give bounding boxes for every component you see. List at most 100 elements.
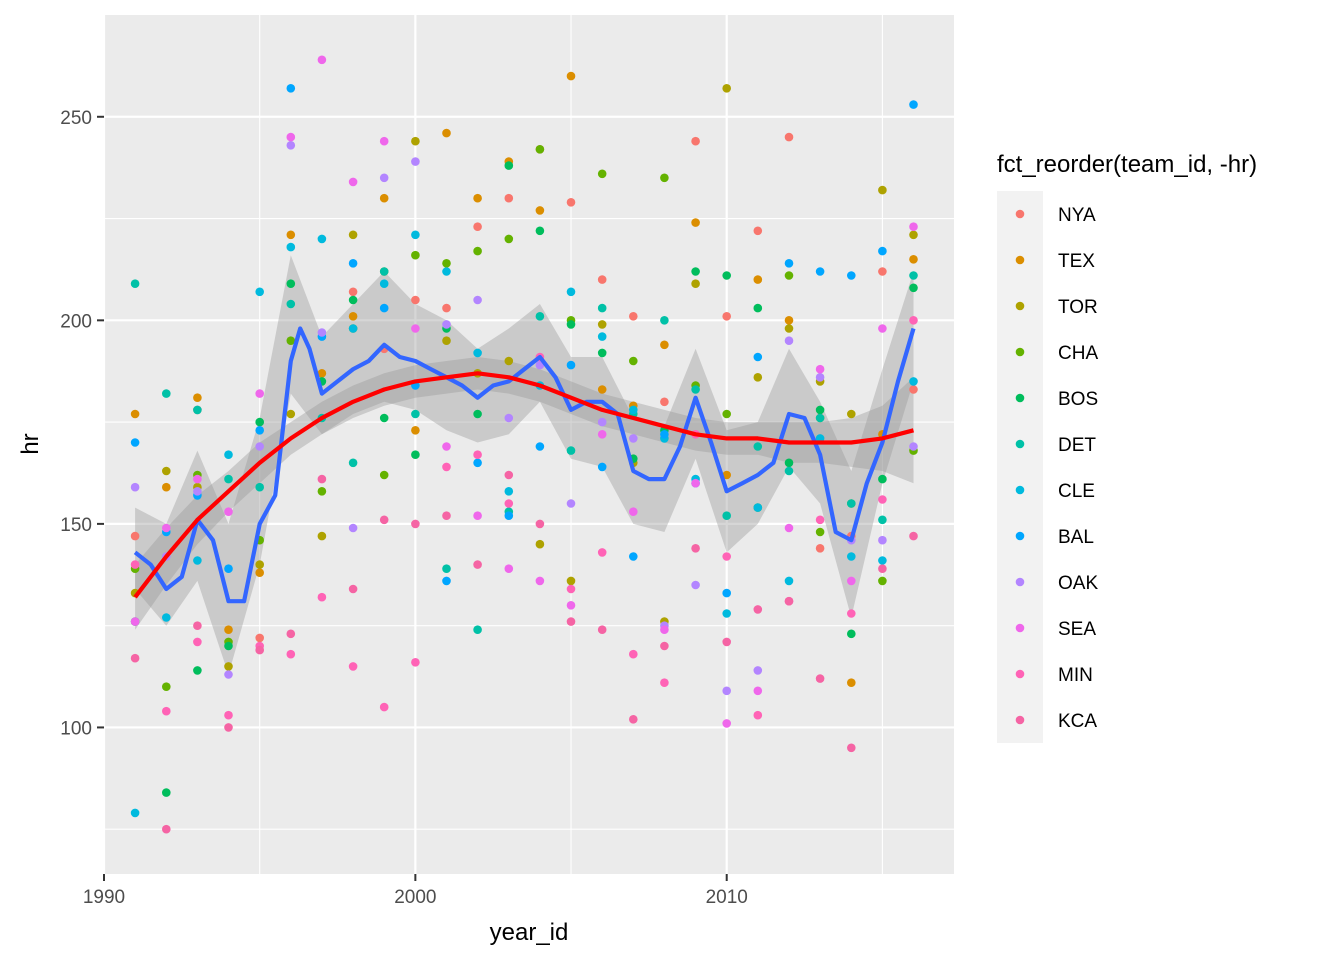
y-tick-label: 250 bbox=[60, 108, 92, 129]
point-min bbox=[411, 658, 420, 667]
point-tor bbox=[162, 466, 171, 476]
legend-label-bal: BAL bbox=[1058, 527, 1094, 548]
legend-label-cle: CLE bbox=[1058, 481, 1095, 502]
point-tor bbox=[348, 230, 358, 240]
point-min bbox=[629, 649, 638, 659]
point-oak bbox=[193, 487, 202, 496]
point-kca bbox=[255, 645, 264, 655]
point-nya bbox=[629, 312, 638, 321]
point-tex bbox=[286, 230, 296, 240]
point-bal bbox=[224, 564, 233, 573]
point-kca bbox=[411, 519, 420, 529]
point-min bbox=[130, 560, 140, 569]
x-tick-label: 1990 bbox=[83, 887, 125, 908]
point-kca bbox=[535, 519, 545, 529]
legend-label-nya: NYA bbox=[1058, 205, 1096, 226]
point-tex bbox=[379, 193, 389, 203]
point-tor bbox=[847, 409, 856, 419]
point-tex bbox=[473, 193, 482, 203]
point-nya bbox=[691, 136, 700, 146]
point-bos bbox=[722, 271, 731, 280]
legend-label-min: MIN bbox=[1058, 665, 1093, 686]
legend-label-det: DET bbox=[1058, 435, 1096, 456]
point-det bbox=[162, 389, 171, 398]
point-tex bbox=[224, 625, 233, 634]
point-det bbox=[348, 458, 358, 468]
point-kca bbox=[753, 605, 763, 614]
point-bal bbox=[442, 576, 451, 586]
legend-label-tor: TOR bbox=[1058, 297, 1098, 318]
point-bos bbox=[535, 226, 545, 236]
point-cle bbox=[348, 324, 358, 333]
point-bos bbox=[162, 788, 171, 797]
point-cle bbox=[411, 230, 420, 240]
point-bal bbox=[348, 259, 358, 268]
point-oak bbox=[411, 157, 420, 166]
point-oak bbox=[317, 328, 327, 337]
point-nya bbox=[722, 312, 731, 321]
point-kca bbox=[317, 474, 327, 484]
point-cha bbox=[442, 259, 451, 268]
point-sea bbox=[660, 625, 669, 634]
legend-swatch-det bbox=[1015, 439, 1025, 449]
loess-confidence-band bbox=[135, 255, 914, 675]
point-oak bbox=[815, 373, 825, 382]
point-tex bbox=[847, 678, 856, 687]
point-cle bbox=[379, 279, 389, 289]
point-nya bbox=[660, 397, 669, 407]
point-sea bbox=[473, 511, 482, 520]
point-sea bbox=[348, 177, 358, 187]
point-oak bbox=[566, 499, 576, 508]
legend-swatch-nya bbox=[1015, 209, 1025, 219]
point-nya bbox=[255, 633, 264, 643]
point-det bbox=[722, 511, 731, 520]
point-tex bbox=[597, 385, 607, 394]
confidence-bands bbox=[135, 255, 914, 675]
trend-smooth-line bbox=[133, 371, 915, 599]
point-cle bbox=[597, 332, 607, 341]
point-cha bbox=[660, 173, 669, 183]
point-tor bbox=[691, 279, 700, 289]
point-tex bbox=[784, 316, 794, 325]
point-nya bbox=[597, 275, 607, 284]
point-kca bbox=[597, 625, 607, 634]
point-min bbox=[909, 316, 918, 325]
legend-title: fct_reorder(team_id, -hr) bbox=[997, 151, 1257, 178]
point-kca bbox=[878, 564, 887, 573]
point-tex bbox=[535, 206, 545, 215]
point-tex bbox=[317, 369, 327, 378]
point-sea bbox=[224, 507, 233, 516]
point-nya bbox=[753, 226, 763, 236]
point-tex bbox=[660, 340, 669, 350]
point-tex bbox=[442, 128, 451, 138]
point-min bbox=[722, 552, 731, 561]
point-det bbox=[878, 515, 887, 525]
point-cha bbox=[504, 234, 514, 244]
point-oak bbox=[504, 413, 514, 423]
point-tex bbox=[193, 393, 202, 403]
point-cle bbox=[847, 552, 856, 561]
legend-label-cha: CHA bbox=[1058, 343, 1098, 364]
point-cle bbox=[130, 808, 140, 818]
point-nya bbox=[130, 531, 140, 541]
point-bal bbox=[660, 430, 669, 439]
point-kca bbox=[722, 637, 731, 647]
point-kca bbox=[909, 531, 918, 541]
point-nya bbox=[878, 267, 887, 276]
point-oak bbox=[597, 417, 607, 427]
point-cha bbox=[878, 576, 887, 586]
point-det bbox=[442, 564, 451, 573]
point-bos bbox=[473, 409, 482, 419]
point-cha bbox=[722, 409, 731, 419]
point-cle bbox=[224, 450, 233, 460]
point-cha bbox=[784, 271, 794, 280]
point-sea bbox=[317, 55, 327, 65]
point-cle bbox=[317, 234, 327, 244]
point-cha bbox=[379, 470, 389, 480]
legend-swatch-min bbox=[1015, 669, 1025, 679]
point-bos bbox=[566, 320, 576, 329]
point-bal bbox=[629, 552, 638, 561]
point-sea bbox=[784, 523, 794, 533]
point-bal bbox=[878, 246, 887, 256]
point-cle bbox=[193, 556, 202, 565]
